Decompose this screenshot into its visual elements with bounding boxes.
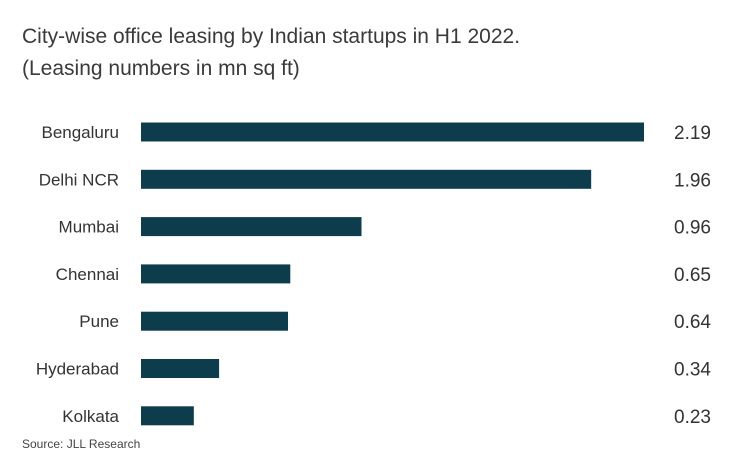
bar-hyderabad (141, 359, 220, 378)
bar-kolkata (141, 406, 194, 426)
value-label-delhi-ncr: 1.96 (674, 170, 711, 191)
bar-delhi-ncr (141, 169, 592, 189)
value-label-bengaluru: 2.19 (674, 123, 711, 144)
category-label-mumbai: Mumbai (59, 218, 119, 237)
value-label-mumbai: 0.96 (674, 218, 711, 239)
value-label-chennai: 0.65 (674, 265, 711, 286)
category-label-hyderabad: Hyderabad (36, 360, 119, 379)
category-label-pune: Pune (79, 312, 119, 331)
category-label-kolkata: Kolkata (62, 407, 119, 426)
source-note: Source: JLL Research (22, 437, 141, 451)
bar-pune (141, 311, 288, 331)
value-label-kolkata: 0.23 (674, 407, 711, 428)
value-label-hyderabad: 0.34 (674, 360, 711, 381)
category-label-chennai: Chennai (56, 265, 119, 284)
bar-mumbai (141, 217, 362, 237)
value-label-pune: 0.64 (674, 312, 711, 333)
chart-title: City-wise office leasing by Indian start… (22, 25, 521, 48)
bar-bengaluru (141, 122, 644, 142)
category-label-bengaluru: Bengaluru (41, 123, 119, 142)
chart-subtitle: (Leasing numbers in mn sq ft) (22, 57, 300, 80)
bar-chennai (141, 264, 291, 284)
category-label-delhi-ncr: Delhi NCR (39, 170, 119, 189)
